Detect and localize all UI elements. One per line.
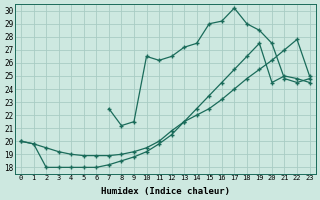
X-axis label: Humidex (Indice chaleur): Humidex (Indice chaleur)	[101, 187, 230, 196]
